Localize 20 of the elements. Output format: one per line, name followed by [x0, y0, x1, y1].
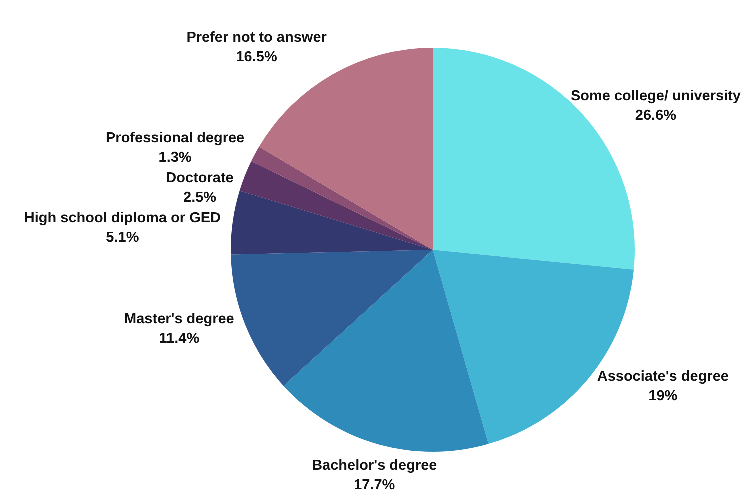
slice-label: Prefer not to answer — [186, 30, 328, 46]
slice-label: Doctorate — [166, 170, 234, 186]
data-label: 11.4% — [159, 331, 200, 348]
data-label: 5.1% — [106, 230, 140, 246]
data-label: 16.5% — [236, 50, 278, 66]
data-label: 1.3% — [158, 150, 192, 166]
data-label: 19% — [648, 388, 678, 405]
pie-slice — [251, 146, 433, 250]
slice-label: Associate's degree — [597, 369, 729, 386]
data-label: 2.5% — [184, 190, 217, 206]
data-label: 17.7% — [354, 477, 396, 494]
slice-label: Professional degree — [106, 130, 245, 146]
pie-slice — [240, 162, 433, 250]
slice-label: Bachelor's degree — [312, 458, 438, 474]
pie-slice — [231, 190, 433, 255]
slice-label: Master's degree — [124, 312, 234, 328]
slice-label: Some college/ university — [570, 88, 741, 104]
slice-label: High school diploma or GED — [24, 210, 221, 226]
pie-slice — [284, 250, 489, 452]
data-label: 26.6% — [635, 108, 677, 124]
